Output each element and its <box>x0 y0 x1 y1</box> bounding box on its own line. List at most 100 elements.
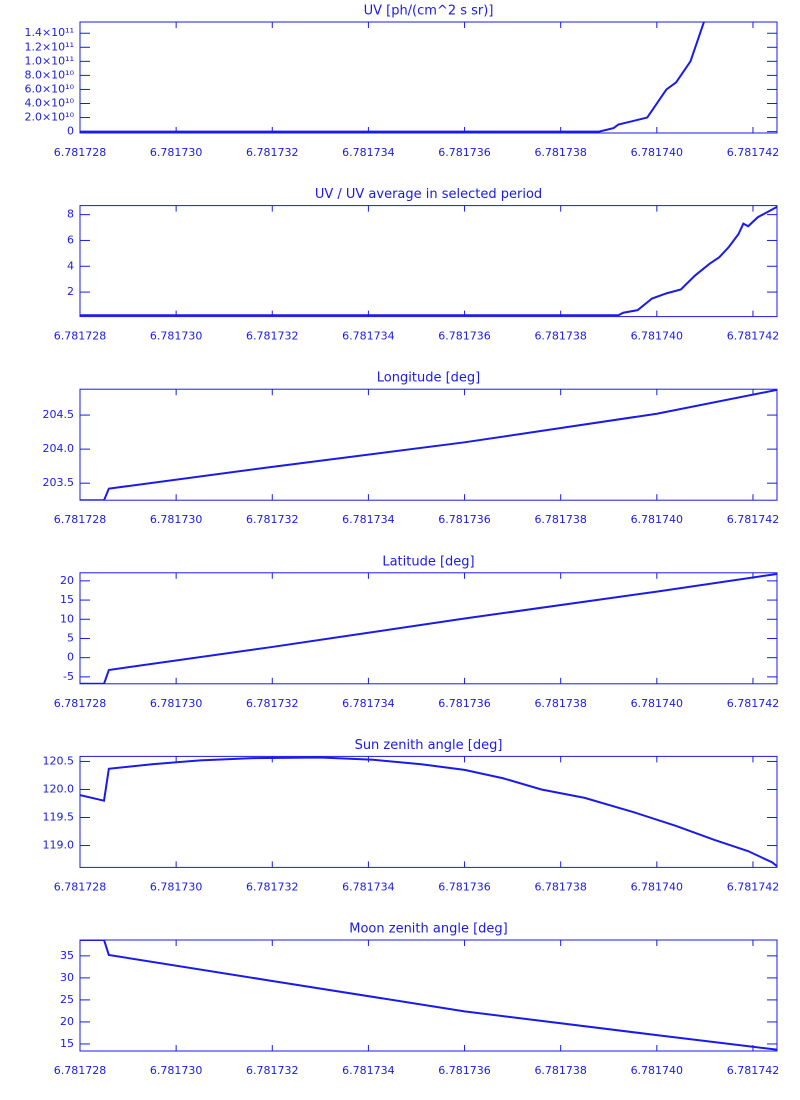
plot-frame <box>79 205 778 318</box>
chart-title: Latitude [deg] <box>382 554 474 569</box>
x-tick-label: 6.781732 <box>246 1064 299 1077</box>
data-line <box>80 572 777 684</box>
x-tick-label: 6.781736 <box>438 146 491 159</box>
plot-frame <box>79 939 778 1052</box>
y-tick-label: 20 <box>60 574 74 587</box>
y-tick-label: 1.4×10¹¹ <box>24 26 74 39</box>
y-tick-label: 1.2×10¹¹ <box>24 40 74 53</box>
x-tick-label: 6.781736 <box>438 880 491 893</box>
x-tick-label: 6.781730 <box>150 697 203 710</box>
x-tick-label: 6.781734 <box>342 1064 395 1077</box>
chart-title: Longitude [deg] <box>377 371 480 386</box>
x-tick-label: 6.781740 <box>631 330 684 343</box>
x-tick-label: 6.781728 <box>54 697 107 710</box>
y-tick-label: 10 <box>60 612 74 625</box>
y-tick-label: 204.5 <box>43 408 75 421</box>
x-tick-label: 6.781730 <box>150 513 203 526</box>
x-tick-label: 6.781734 <box>342 330 395 343</box>
x-tick-label: 6.781734 <box>342 513 395 526</box>
y-tick-label: 203.5 <box>43 476 75 489</box>
data-line <box>80 940 777 1051</box>
x-tick-label: 6.781734 <box>342 880 395 893</box>
x-tick-label: 6.781740 <box>631 880 684 893</box>
plot-frame <box>79 755 778 868</box>
x-tick-label: 6.781738 <box>534 697 587 710</box>
y-tick-label: 6 <box>67 233 74 246</box>
y-tick-label: 4.0×10¹⁰ <box>24 96 74 109</box>
chart-title: UV [ph/(cm^2 s sr)] <box>364 4 494 19</box>
y-tick-label: 15 <box>60 593 74 606</box>
x-tick-label: 6.781742 <box>727 880 780 893</box>
chart-title: UV / UV average in selected period <box>315 187 542 202</box>
y-tick-label: 8 <box>67 208 74 221</box>
y-tick-label: 4 <box>67 259 74 272</box>
x-tick-label: 6.781736 <box>438 1064 491 1077</box>
plot-frame <box>79 21 778 134</box>
x-tick-label: 6.781730 <box>150 1064 203 1077</box>
x-tick-label: 6.781732 <box>246 330 299 343</box>
x-tick-label: 6.781728 <box>54 1064 107 1077</box>
x-tick-label: 6.781742 <box>727 513 780 526</box>
y-tick-label: 119.0 <box>43 839 75 852</box>
x-tick-label: 6.781732 <box>246 697 299 710</box>
plot-frame <box>79 572 778 685</box>
panel: Longitude [deg] 6.781728 6.781730 6.781732 6… <box>43 371 780 527</box>
x-tick-label: 6.781738 <box>534 880 587 893</box>
data-line <box>80 389 777 501</box>
panel: Sun zenith angle [deg] 6.781728 6.781730 6.… <box>43 738 780 894</box>
x-tick-label: 6.781728 <box>54 880 107 893</box>
y-tick-label: 30 <box>60 971 74 984</box>
x-tick-label: 6.781732 <box>246 146 299 159</box>
x-tick-label: 6.781736 <box>438 330 491 343</box>
x-tick-label: 6.781736 <box>438 513 491 526</box>
panel: UV / UV average in selected period 6.7817… <box>54 187 779 343</box>
x-tick-label: 6.781732 <box>246 513 299 526</box>
x-tick-label: 6.781738 <box>534 513 587 526</box>
x-tick-label: 6.781738 <box>534 330 587 343</box>
x-tick-label: 6.781742 <box>727 330 780 343</box>
y-tick-label: 2 <box>67 285 74 298</box>
y-tick-label: 25 <box>60 993 74 1006</box>
panel: Latitude [deg] 6.781728 6.781730 6.781732 6.… <box>54 554 779 710</box>
x-tick-label: 6.781740 <box>631 513 684 526</box>
panel: Moon zenith angle [deg] 6.781728 6.781730 6… <box>54 922 779 1078</box>
data-line <box>80 22 705 133</box>
y-tick-label: 20 <box>60 1015 74 1028</box>
x-tick-label: 6.781730 <box>150 330 203 343</box>
x-tick-label: 6.781742 <box>727 146 780 159</box>
plot-frame <box>79 388 778 501</box>
x-tick-label: 6.781740 <box>631 146 684 159</box>
data-line <box>80 206 777 317</box>
y-tick-label: 1.0×10¹¹ <box>24 54 74 67</box>
y-tick-label: 15 <box>60 1037 74 1050</box>
y-tick-label: 0 <box>67 651 74 664</box>
y-tick-label: 6.0×10¹⁰ <box>24 82 74 95</box>
y-tick-label: 35 <box>60 949 74 962</box>
x-tick-label: 6.781742 <box>727 697 780 710</box>
x-tick-label: 6.781740 <box>631 697 684 710</box>
data-line <box>80 756 777 868</box>
x-tick-label: 6.781734 <box>342 697 395 710</box>
y-tick-label: 119.5 <box>43 811 75 824</box>
x-tick-label: 6.781742 <box>727 1064 780 1077</box>
x-tick-label: 6.781738 <box>534 1064 587 1077</box>
y-tick-label: 0 <box>67 125 74 138</box>
x-tick-label: 6.781728 <box>54 513 107 526</box>
chart-title: Moon zenith angle [deg] <box>349 922 507 937</box>
y-tick-label: 204.0 <box>43 442 75 455</box>
y-tick-label: 120.0 <box>43 782 75 795</box>
x-tick-label: 6.781740 <box>631 1064 684 1077</box>
chart-title: Sun zenith angle [deg] <box>355 738 503 753</box>
x-tick-label: 6.781736 <box>438 697 491 710</box>
panel: UV [ph/(cm^2 s sr)] 6.781728 6.781730 6.781… <box>24 4 779 160</box>
x-tick-label: 6.781734 <box>342 146 395 159</box>
x-tick-label: 6.781728 <box>54 330 107 343</box>
y-tick-label: -5 <box>63 670 74 683</box>
x-tick-label: 6.781728 <box>54 146 107 159</box>
x-tick-label: 6.781732 <box>246 880 299 893</box>
x-tick-label: 6.781730 <box>150 880 203 893</box>
y-tick-label: 5 <box>67 631 74 644</box>
y-tick-label: 2.0×10¹⁰ <box>24 111 74 124</box>
x-tick-label: 6.781730 <box>150 146 203 159</box>
